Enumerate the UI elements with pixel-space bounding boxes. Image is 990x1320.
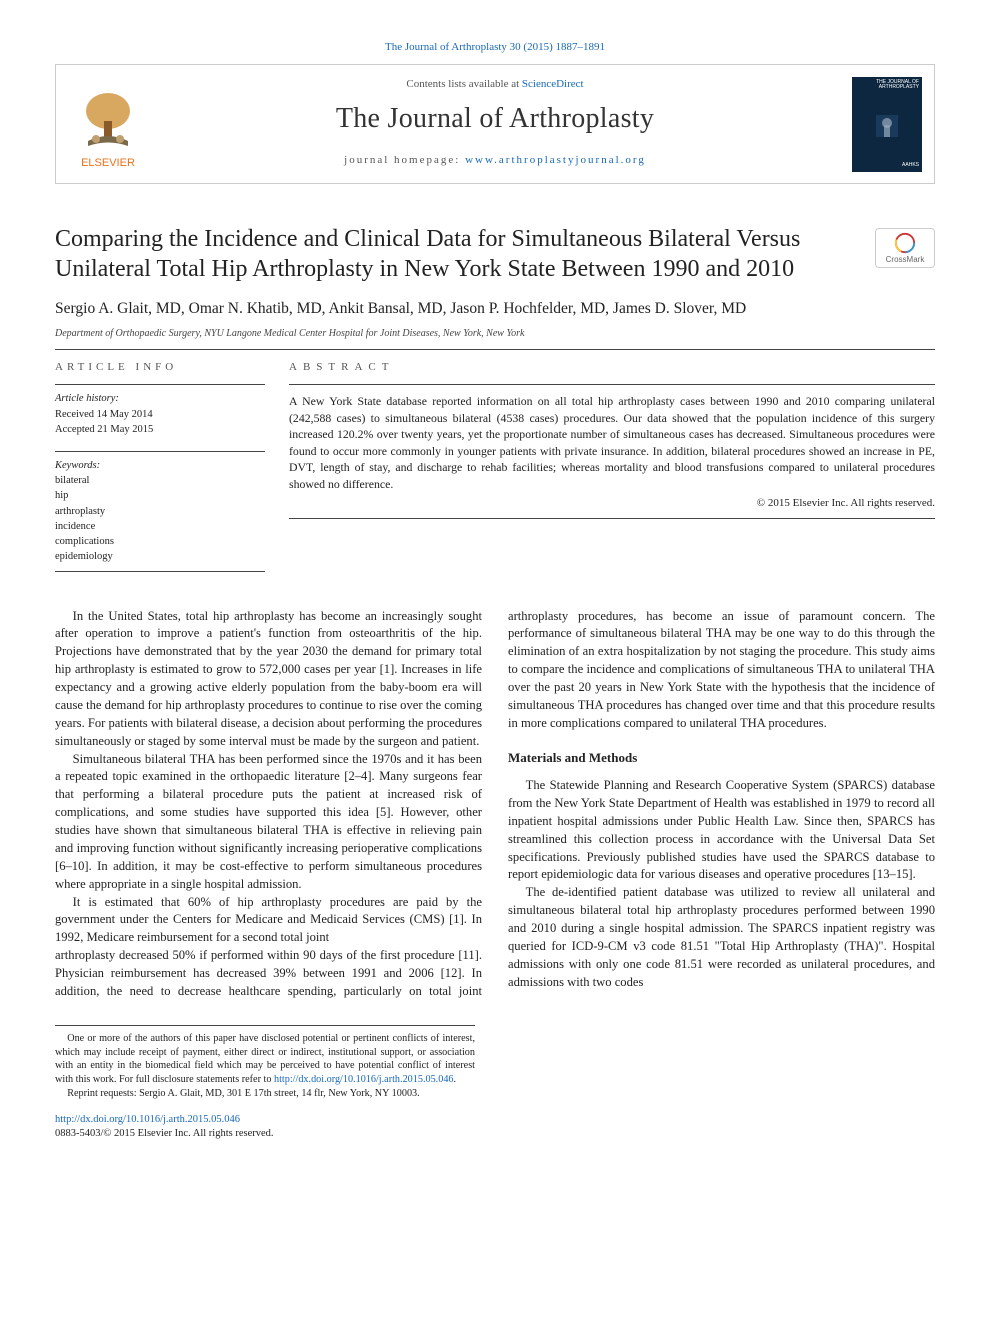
keywords-heading: Keywords:: [55, 458, 265, 473]
received-date: Received 14 May 2014: [55, 407, 265, 422]
accepted-date: Accepted 21 May 2015: [55, 422, 265, 437]
elsevier-tree-icon: [78, 91, 138, 156]
publisher-name: ELSEVIER: [81, 156, 135, 172]
body-paragraph: The de-identified patient database was u…: [508, 884, 935, 991]
sciencedirect-link[interactable]: ScienceDirect: [522, 78, 584, 90]
body-paragraph: The Statewide Planning and Research Coop…: [508, 777, 935, 884]
cover-xray-icon: [872, 111, 902, 141]
cover-title: THE JOURNAL OF ARTHROPLASTY: [855, 80, 919, 91]
keyword: bilateral: [55, 473, 265, 488]
doi-block: http://dx.doi.org/10.1016/j.arth.2015.05…: [55, 1113, 935, 1141]
doi-link[interactable]: http://dx.doi.org/10.1016/j.arth.2015.05…: [55, 1114, 240, 1125]
divider: [55, 349, 935, 350]
keywords-block: Keywords: bilateral hip arthroplasty inc…: [55, 451, 265, 572]
keyword: arthroplasty: [55, 504, 265, 519]
journal-homepage: journal homepage: www.arthroplastyjourna…: [176, 153, 814, 169]
cover-footer: AAHKS: [855, 162, 919, 169]
article-title: Comparing the Incidence and Clinical Dat…: [55, 224, 855, 284]
journal-name: The Journal of Arthroplasty: [176, 99, 814, 140]
coi-footnote: One or more of the authors of this paper…: [55, 1032, 475, 1087]
article-info-label: article info: [55, 360, 265, 376]
elsevier-logo: ELSEVIER: [68, 77, 148, 172]
crossmark-label: CrossMark: [886, 254, 925, 266]
body-paragraph: In the United States, total hip arthropl…: [55, 608, 482, 751]
article-history: Article history: Received 14 May 2014 Ac…: [55, 384, 265, 437]
masthead: ELSEVIER THE JOURNAL OF ARTHROPLASTY AAH…: [55, 64, 935, 184]
keyword: hip: [55, 488, 265, 503]
abstract-label: abstract: [289, 360, 935, 376]
journal-cover-thumbnail: THE JOURNAL OF ARTHROPLASTY AAHKS: [852, 77, 922, 172]
article-body: In the United States, total hip arthropl…: [55, 608, 935, 1001]
homepage-link[interactable]: www.arthroplastyjournal.org: [465, 154, 646, 166]
copyright: © 2015 Elsevier Inc. All rights reserved…: [289, 496, 935, 519]
journal-reference: The Journal of Arthroplasty 30 (2015) 18…: [55, 40, 935, 56]
crossmark-badge[interactable]: CrossMark: [875, 228, 935, 268]
body-paragraph: It is estimated that 60% of hip arthropl…: [55, 894, 482, 948]
journal-reference-link[interactable]: The Journal of Arthroplasty 30 (2015) 18…: [385, 41, 605, 53]
affiliation: Department of Orthopaedic Surgery, NYU L…: [55, 327, 935, 342]
homepage-prefix: journal homepage:: [344, 154, 465, 166]
history-heading: Article history:: [55, 391, 265, 406]
footnotes: One or more of the authors of this paper…: [55, 1025, 475, 1101]
section-heading-methods: Materials and Methods: [508, 749, 935, 767]
keyword: epidemiology: [55, 549, 265, 564]
contents-prefix: Contents lists available at: [406, 78, 521, 90]
body-paragraph: Simultaneous bilateral THA has been perf…: [55, 751, 482, 894]
keyword: incidence: [55, 519, 265, 534]
issn-copyright: 0883-5403/© 2015 Elsevier Inc. All right…: [55, 1128, 274, 1139]
coi-doi-link[interactable]: http://dx.doi.org/10.1016/j.arth.2015.05…: [274, 1074, 454, 1085]
reprint-footnote: Reprint requests: Sergio A. Glait, MD, 3…: [55, 1087, 475, 1101]
contents-available: Contents lists available at ScienceDirec…: [176, 77, 814, 93]
crossmark-icon: [894, 232, 916, 254]
coi-period: .: [454, 1074, 457, 1085]
authors: Sergio A. Glait, MD, Omar N. Khatib, MD,…: [55, 298, 935, 320]
abstract-text: A New York State database reported infor…: [289, 384, 935, 492]
keyword: complications: [55, 534, 265, 549]
